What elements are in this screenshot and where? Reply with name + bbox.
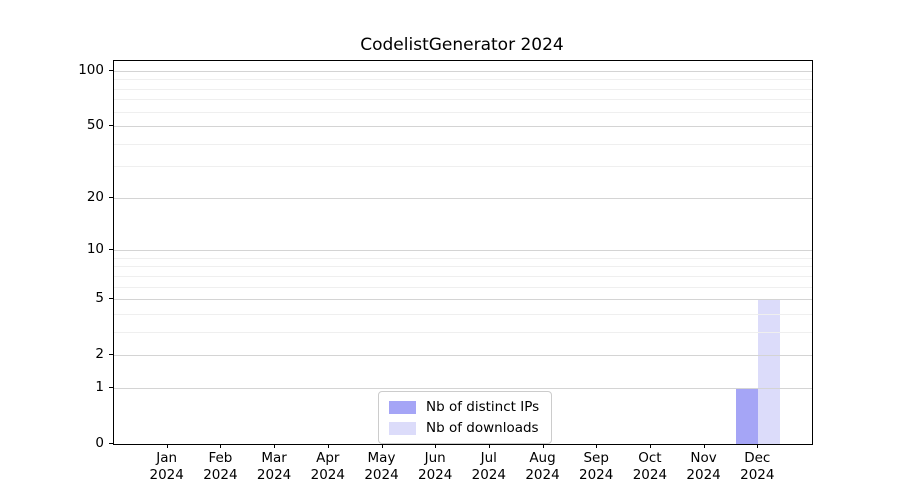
x-tick-label: Nov 2024 xyxy=(686,450,721,483)
x-tick-label: Dec 2024 xyxy=(740,450,775,483)
x-tick-label: Jan 2024 xyxy=(149,450,184,483)
x-tick xyxy=(435,444,437,448)
x-tick xyxy=(488,444,490,448)
y-tick xyxy=(109,443,113,444)
legend-swatch xyxy=(389,421,416,435)
gridline-major xyxy=(114,197,812,199)
y-tick-label: 50 xyxy=(86,117,104,133)
y-tick-label: 1 xyxy=(95,378,104,395)
y-tick xyxy=(109,125,113,126)
chart-title: CodelistGenerator 2024 xyxy=(360,35,564,55)
y-tick-label: 10 xyxy=(86,241,104,258)
gridline-minor xyxy=(114,257,812,259)
gridline-minor xyxy=(114,143,812,145)
legend: Nb of distinct IPs Nb of downloads xyxy=(378,391,553,444)
gridline-major xyxy=(114,126,812,127)
gridline-minor xyxy=(114,313,812,315)
x-tick-label: Feb 2024 xyxy=(203,450,238,483)
gridline-minor xyxy=(114,331,812,333)
x-tick xyxy=(274,444,276,448)
gridline-major xyxy=(114,299,812,301)
gridline-minor xyxy=(114,79,812,81)
gridline-minor xyxy=(114,286,812,288)
y-tick-label: 20 xyxy=(86,188,104,205)
legend-item-downloads: Nb of downloads xyxy=(389,420,539,436)
y-tick-label: 5 xyxy=(95,290,104,307)
x-tick-label: Apr 2024 xyxy=(310,450,345,483)
x-tick xyxy=(220,444,222,448)
bar-nb-of-downloads xyxy=(758,299,781,444)
y-tick xyxy=(109,196,113,198)
legend-swatch xyxy=(389,400,416,414)
y-tick xyxy=(109,249,113,251)
y-tick-label: 0 xyxy=(95,435,104,451)
x-tick xyxy=(542,444,544,448)
x-tick-label: Jun 2024 xyxy=(418,450,453,483)
x-tick-label: Aug 2024 xyxy=(525,450,560,483)
x-tick-label: Sep 2024 xyxy=(579,450,614,483)
y-tick-label: 2 xyxy=(95,346,104,363)
y-tick-label: 100 xyxy=(78,61,104,78)
x-tick xyxy=(649,444,651,448)
x-tick xyxy=(166,444,168,448)
gridline-major xyxy=(114,355,812,357)
legend-label: Nb of distinct IPs xyxy=(426,399,540,415)
gridline-minor xyxy=(114,266,812,268)
gridline-minor xyxy=(114,99,812,101)
x-tick-label: Jul 2024 xyxy=(471,450,506,483)
y-tick xyxy=(109,354,113,356)
x-tick xyxy=(703,444,705,448)
x-tick xyxy=(381,444,383,448)
x-tick xyxy=(757,444,759,448)
gridline-major xyxy=(114,70,812,72)
x-tick-label: Oct 2024 xyxy=(632,450,668,483)
x-tick xyxy=(596,444,598,448)
gridline-major xyxy=(114,250,812,252)
legend-item-distinct-ips: Nb of distinct IPs xyxy=(389,399,539,415)
x-tick-label: May 2024 xyxy=(364,450,399,483)
gridline-major xyxy=(114,387,812,389)
bar-nb-of-distinct-ips xyxy=(736,387,759,444)
legend-label: Nb of downloads xyxy=(426,420,539,436)
gridline-minor xyxy=(114,111,812,113)
x-tick xyxy=(327,444,329,448)
plot-area: Nb of distinct IPs Nb of downloads xyxy=(113,60,813,445)
y-tick xyxy=(109,69,113,71)
y-tick xyxy=(109,386,113,388)
gridline-minor xyxy=(114,275,812,277)
y-tick xyxy=(109,298,113,300)
gridline-minor xyxy=(114,88,812,90)
x-tick-label: Mar 2024 xyxy=(256,450,292,483)
gridline-minor xyxy=(114,166,812,168)
